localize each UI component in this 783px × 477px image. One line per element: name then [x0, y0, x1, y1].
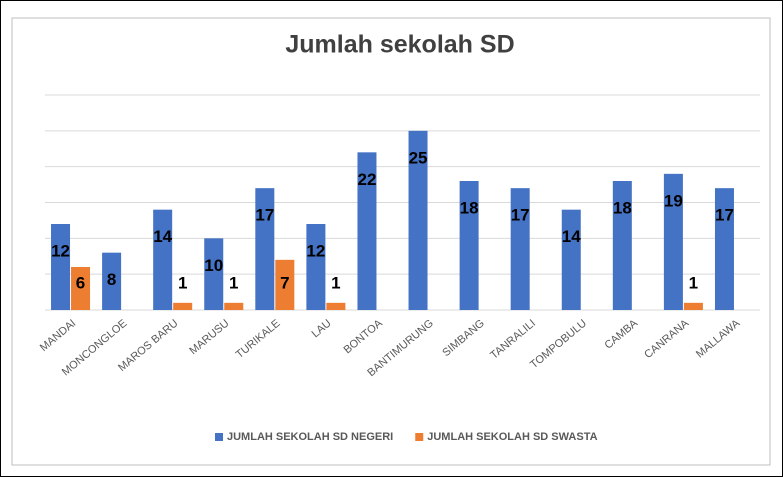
bar — [510, 188, 530, 310]
bar — [459, 181, 479, 310]
bar — [683, 302, 703, 310]
data-label: 25 — [409, 148, 428, 167]
bar — [326, 302, 346, 310]
bar — [714, 188, 734, 310]
legend-label: JUMLAH SEKOLAH SD SWASTA — [427, 431, 597, 443]
data-label: 1 — [229, 273, 238, 292]
data-label: 14 — [562, 227, 581, 246]
bar — [408, 130, 428, 310]
bar — [357, 152, 377, 310]
chart-title: Jumlah sekolah SD — [285, 31, 514, 59]
bar — [51, 224, 71, 310]
data-label: 1 — [689, 273, 698, 292]
bar — [275, 259, 295, 310]
data-label: 18 — [460, 198, 479, 217]
bar — [153, 209, 173, 310]
data-label: 12 — [306, 241, 325, 260]
data-label: 17 — [511, 206, 530, 225]
bar — [663, 173, 683, 310]
data-label: 14 — [153, 227, 172, 246]
data-label: 12 — [51, 241, 70, 260]
bar — [102, 252, 122, 310]
legend-swatch — [415, 433, 424, 441]
bar — [173, 302, 193, 310]
data-label: 6 — [76, 273, 85, 292]
bar — [255, 188, 275, 310]
legend-label: JUMLAH SEKOLAH SD NEGERI — [227, 431, 393, 443]
bar — [561, 209, 581, 310]
data-label: 17 — [715, 206, 734, 225]
data-label: 19 — [664, 191, 683, 210]
data-label: 1 — [178, 273, 187, 292]
chart-area — [11, 17, 771, 466]
bar — [204, 238, 224, 310]
legend-swatch — [215, 433, 223, 441]
bar — [612, 181, 632, 310]
data-label: 8 — [107, 270, 116, 289]
bar — [224, 302, 244, 310]
bar — [71, 267, 91, 310]
bar — [306, 224, 326, 310]
data-label: 17 — [255, 206, 274, 225]
data-label: 10 — [204, 256, 223, 275]
data-label: 7 — [280, 273, 289, 292]
data-label: 1 — [331, 273, 340, 292]
data-label: 18 — [613, 198, 632, 217]
data-label: 22 — [358, 170, 377, 189]
